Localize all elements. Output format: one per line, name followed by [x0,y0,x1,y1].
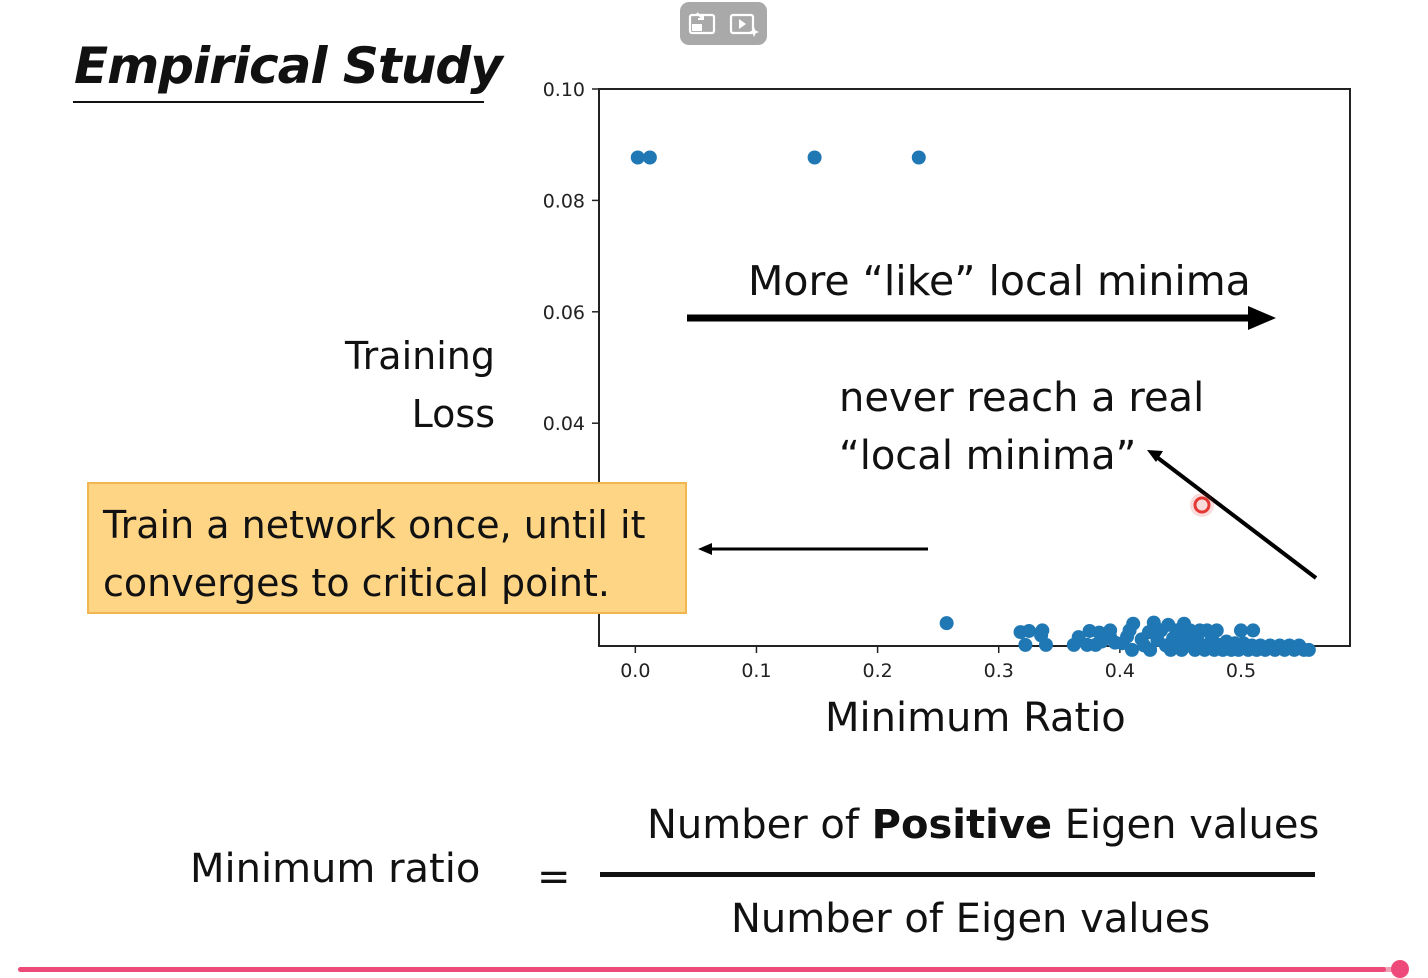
data-point [642,150,657,165]
fraction-bar [600,872,1315,877]
x-tick-label: 0.2 [862,660,892,682]
more-like-minima-arrow [687,306,1276,330]
progress-fill [18,967,1387,972]
data-point [1143,642,1158,657]
annotation-more-like-minima: More “like” local minima [748,257,1251,305]
exit-picture-in-picture-icon[interactable] [686,8,718,40]
annotation-never-reach-line2: “local minima” [839,433,1137,479]
y-tick-label: 0.06 [543,302,585,324]
data-point [1174,642,1189,657]
formula-equals: = [537,854,571,900]
callout-arrow [698,543,928,555]
formula-numerator: Number of Positive Eigen values [647,798,1319,852]
callout-line1: Train a network once, until it [103,503,646,547]
callout-line2: converges to critical point. [103,561,610,605]
y-axis-label-line2: Loss [411,392,495,436]
x-tick-label: 0.0 [620,660,650,682]
data-point [911,150,926,165]
y-tick-label: 0.04 [543,413,585,435]
data-point [1035,623,1050,638]
numerator-suffix: Eigen values [1052,802,1320,848]
video-control-bar [680,2,767,45]
plot-frame [598,88,1351,647]
formula-lhs: Minimum ratio [190,846,481,892]
data-point [1103,623,1118,638]
x-tick-label: 0.1 [741,660,771,682]
data-point [1246,623,1261,638]
data-point [1301,642,1316,657]
x-tick-label: 0.4 [1105,660,1135,682]
data-point [1124,642,1139,657]
title-underline [73,101,484,103]
data-point [807,150,822,165]
data-point [939,616,954,631]
data-point [1022,623,1037,638]
cursor-ring [1193,496,1211,514]
cursor-glow [1190,493,1214,517]
data-point [1126,616,1141,631]
callout-box: Train a network once, until it converges… [87,482,687,614]
slide-title: Empirical Study [74,37,503,95]
y-axis-label-line1: Training [345,334,495,378]
x-tick-label: 0.5 [1226,660,1256,682]
data-point [1038,637,1053,652]
numerator-prefix: Number of [647,802,872,848]
formula-denominator: Number of Eigen values [731,896,1211,942]
data-point [630,150,645,165]
data-point [1018,637,1033,652]
numerator-bold: Positive [871,802,1053,848]
x-axis-label: Minimum Ratio [825,695,1126,741]
data-point [1233,623,1248,638]
x-tick-label: 0.3 [984,660,1014,682]
annotation-never-reach-line1: never reach a real [839,375,1205,421]
data-point [1209,623,1224,638]
y-tick-label: 0.10 [543,79,585,101]
y-tick-label: 0.08 [543,190,585,212]
progress-handle[interactable] [1391,960,1409,978]
never-reach-arrow [1147,450,1318,580]
video-sparkle-icon[interactable] [728,8,760,40]
